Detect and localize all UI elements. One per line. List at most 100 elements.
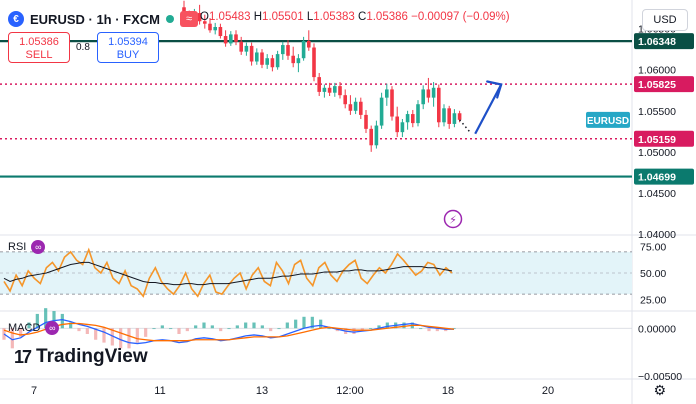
macd-histogram-bar	[244, 322, 248, 329]
candle-body	[265, 58, 269, 65]
symbol-title[interactable]: EURUSD · 1h · FXCM	[30, 11, 160, 27]
macd-histogram-bar	[202, 322, 206, 329]
macd-histogram-bar	[52, 311, 56, 329]
rsi-pane-header[interactable]: RSI ∞	[8, 240, 46, 254]
price-tick-label: 1.04500	[638, 188, 676, 200]
currency-selector[interactable]: USD	[642, 9, 688, 31]
candle-body	[229, 34, 233, 44]
candle-body	[416, 104, 420, 124]
spread-value: 0.8	[76, 42, 90, 53]
rsi-line	[3, 247, 453, 298]
macd-histogram-bar	[269, 328, 273, 332]
macd-histogram-bar	[135, 328, 139, 343]
candle-body	[255, 52, 259, 62]
macd-histogram-bar	[160, 325, 164, 329]
candle-body	[364, 114, 368, 129]
candle-body	[348, 104, 353, 111]
sell-button[interactable]: 1.05386 SELL	[8, 32, 70, 63]
macd-histogram-bar	[110, 328, 114, 346]
candle-body	[395, 116, 399, 133]
candle-body	[275, 54, 280, 68]
indicator-settings-icon[interactable]: ∞	[45, 321, 60, 335]
rsi-ma-line	[3, 261, 453, 286]
macd-histogram-bar	[310, 316, 314, 329]
candle-body	[452, 113, 457, 124]
macd-histogram-bar	[169, 328, 173, 330]
level-price-tag	[634, 168, 694, 185]
candle-body	[312, 47, 316, 78]
macd-histogram-bar	[119, 328, 123, 349]
sell-label: SELL	[25, 49, 53, 61]
approx-badge-icon[interactable]: ≈	[180, 11, 198, 27]
candle-body	[197, 13, 202, 22]
candle-body	[353, 101, 358, 111]
symbol-header[interactable]: € EURUSD · 1h · FXCM ≈	[8, 8, 198, 30]
macd-histogram-bar	[194, 325, 198, 329]
macd-histogram-bar	[277, 328, 281, 330]
last-price-tag	[586, 111, 630, 128]
candle-body	[301, 40, 306, 59]
candle-body	[244, 45, 249, 52]
price-tick-label: 1.05500	[638, 106, 676, 118]
candle-body	[437, 87, 441, 123]
candle-body	[400, 122, 405, 133]
candle-body	[281, 45, 285, 55]
macd-histogram-bar	[27, 322, 31, 329]
candle-body	[208, 23, 212, 31]
macd-histogram-bar	[177, 328, 181, 334]
macd-histogram-bar	[19, 328, 23, 337]
macd-histogram-bar	[352, 328, 356, 334]
candle-body	[374, 125, 379, 146]
macd-histogram-bar	[419, 328, 423, 330]
signal-line	[3, 322, 455, 342]
gear-icon[interactable]: ⚙	[653, 382, 666, 398]
candle-body	[338, 86, 342, 96]
price-tick-label: 1.04000	[638, 229, 676, 241]
rsi-tick-label: 25.00	[640, 294, 666, 306]
time-tick-label: 18	[442, 385, 454, 397]
lightning-icon	[443, 209, 463, 229]
candle-body	[286, 45, 290, 56]
macd-histogram-bar	[44, 308, 48, 329]
buy-button[interactable]: 1.05394 BUY	[97, 32, 159, 63]
macd-histogram-bar	[152, 328, 156, 330]
indicator-settings-icon[interactable]: ∞	[31, 240, 46, 254]
candle-body	[359, 101, 363, 115]
open-key: O	[200, 11, 209, 23]
last-price-label: EURUSD	[587, 116, 629, 127]
projection-dotted-line	[459, 119, 471, 133]
candle-body	[333, 86, 337, 93]
level-price-label: 1.05159	[638, 134, 676, 146]
tradingview-logo[interactable]: 17 TradingView	[14, 346, 148, 368]
candle-body	[213, 27, 217, 31]
macd-pane-header[interactable]: MACD ∞	[8, 321, 60, 335]
sell-price: 1.05386	[19, 36, 59, 48]
macd-histogram-bar	[377, 325, 381, 329]
lightning-glyph: ⚡	[449, 215, 457, 227]
macd-histogram-bar	[210, 325, 214, 329]
level-price-label: 1.04699	[638, 172, 676, 184]
change-value: −0.00097 (−0.09%)	[411, 11, 510, 23]
candle-body	[249, 45, 254, 62]
tradingview-mark-icon: 17	[14, 346, 32, 367]
macd-histogram-bar	[302, 316, 306, 329]
macd-histogram-bar	[227, 328, 231, 330]
buy-label: BUY	[116, 49, 140, 61]
level-price-tag	[634, 33, 694, 50]
macd-histogram-bar	[327, 328, 331, 330]
time-tick-label: 20	[542, 385, 554, 397]
candle-body	[426, 89, 431, 98]
candle-body	[223, 36, 228, 44]
candle-body	[239, 41, 243, 52]
candle-body	[234, 34, 238, 42]
projection-arrow-head	[486, 80, 503, 99]
price-tick-label: 1.05000	[638, 147, 676, 159]
macd-label: MACD	[8, 322, 41, 334]
buy-price: 1.05394	[108, 36, 148, 48]
time-tick-label: 13	[256, 385, 268, 397]
candle-body	[260, 52, 264, 65]
level-price-tag	[634, 76, 694, 93]
macd-histogram-bar	[69, 322, 73, 329]
macd-histogram-bar	[294, 319, 298, 329]
